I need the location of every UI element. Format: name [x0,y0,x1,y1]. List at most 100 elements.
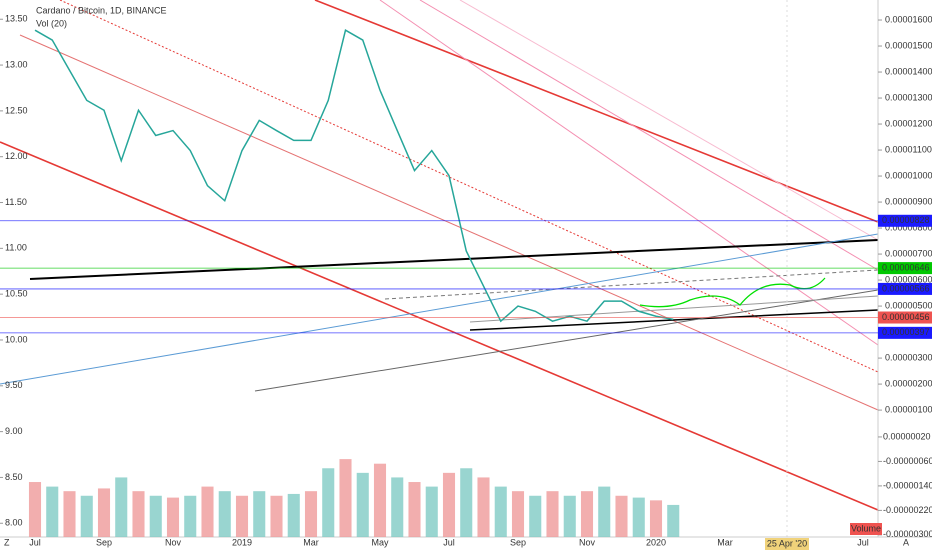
volume-bar [115,477,128,537]
volume-bar [408,482,421,537]
volume-bar [46,486,59,537]
y-tick-label: 10.50 [5,289,28,299]
y2-tick-label: 0.00000800 [885,222,932,232]
volume-bar [442,472,456,537]
drawings [0,0,879,537]
volume-bar [598,486,611,537]
y2-tick-label: 0.00000700 [885,248,932,258]
x-tick-label: Jul [857,537,869,547]
y-tick-label: 11.50 [5,197,27,207]
price-tag [878,311,932,324]
y2-tick-label: 0.00001200 [885,118,932,128]
price-tag [878,326,932,339]
x-tick-label: 2019 [232,537,252,547]
volume-bar [28,482,42,537]
y2-tick-label: 0.00001100 [885,144,932,154]
x-tick-label: Mar [717,537,733,547]
y-tick-label: 8.00 [5,518,23,528]
volume-bar [356,472,369,537]
volume-bar [529,495,542,537]
price-tag-label: 0.00000456 [882,312,930,322]
volume-bar [632,497,645,537]
volume-bar [201,486,214,537]
volume-bar [563,495,576,537]
price-line [34,29,674,323]
y2-tick-label: 0.00001400 [885,66,932,76]
volume-bar [615,495,628,537]
control[interactable]: Z [4,537,10,547]
volume-bar [166,497,180,537]
y2-tick-label: 0.00000500 [885,300,932,310]
volume-bar [373,463,387,537]
volume-bar [63,491,76,537]
y2-tick-label: 0.00001600 [885,14,932,24]
price-tag [878,214,932,227]
y2-tick-label: 0.00000200 [885,378,932,388]
y2-tick-label: 0.00001500 [885,40,932,50]
y2-tick-label: 0.00000300 [885,352,932,362]
volume-bar [97,488,111,537]
y2-tick-label: 0.00001300 [885,92,932,102]
volume-bar [425,486,438,537]
x-tick-label: Nov [165,537,182,547]
volume-tick-label: -0.00000060 [883,456,932,466]
volume-tick-label: 0.00000020 [883,431,931,441]
volume-bar [477,477,490,537]
x-tick-label: Nov [579,537,596,547]
volume-bar [460,468,473,537]
volume-bar [218,491,231,537]
volume-bar [253,491,266,537]
volume-bar [667,504,680,537]
volume-bar [511,491,525,537]
date-tag-label: 25 Apr '20 [767,538,807,548]
volume-bar [235,495,249,537]
x-tick-label: Jul [29,537,41,547]
volume-bar [184,495,197,537]
x-tick-label: Sep [96,537,112,547]
y-tick-label: 12.00 [5,151,28,161]
volume-bar [494,486,507,537]
date-tag [765,538,809,550]
price-tag [878,262,932,275]
volume-bar [149,495,162,537]
y2-tick-label: 0.00000600 [885,274,932,284]
volume-bar [580,491,594,537]
y-tick-label: 13.50 [5,14,28,24]
volume-bar [391,477,404,537]
y-tick-label: 11.00 [5,243,27,253]
volume-bar [287,493,300,537]
y-tick-label: 9.00 [5,426,23,436]
symbol-title: Cardano / Bitcoin, 1D, BINANCE [36,5,167,15]
volume-bar [270,495,283,537]
volume-bar [339,459,352,537]
x-tick-label: May [371,537,389,547]
y2-tick-label: 0.00000100 [885,404,932,414]
volume-bar [304,491,318,537]
volume-bar [546,491,559,537]
price-tag [878,282,932,295]
y-tick-label: 8.50 [5,472,23,482]
volume-tick-label: -0.00000140 [883,480,932,490]
x-tick-label: 2020 [646,537,666,547]
volume-tick-label: -0.00000220 [883,505,932,515]
price-tag-label: 0.00000646 [882,262,930,272]
y-tick-label: 9.50 [5,380,23,390]
y2-tick-label: 0.00000900 [885,196,932,206]
volume-tag-label: Volume [851,523,881,533]
volume-tag [850,523,882,535]
price-tag-label: 0.00000397 [882,327,930,337]
volume-bar [649,500,663,537]
x-tick-label: Mar [303,537,319,547]
y-tick-label: 13.00 [5,59,28,69]
volume-tick-label: -0.00000300 [883,529,932,539]
y2-tick-label: 0.00001000 [885,170,932,180]
y-tick-label: 12.50 [5,105,28,115]
volume-bar [132,491,145,537]
indicator-label: Vol (20) [36,18,67,28]
control[interactable]: A [903,537,909,547]
x-tick-label: Sep [510,537,526,547]
price-tag-label: 0.00000828 [882,215,930,225]
x-tick-label: Jul [443,537,455,547]
volume-bar [80,495,93,537]
